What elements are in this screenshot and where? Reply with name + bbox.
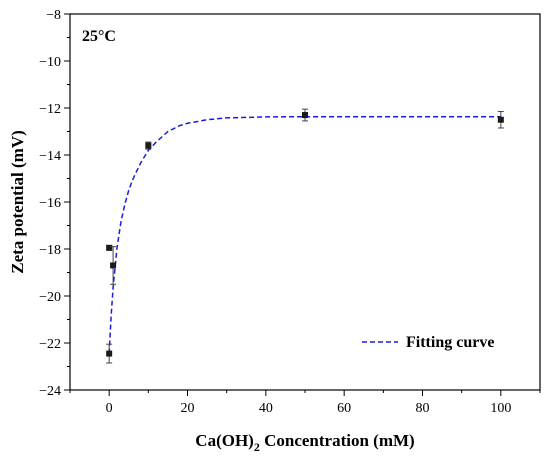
x-axis-ticks: 0 20 40 60 80 100 <box>69 390 541 416</box>
y-axis-title: Zeta potential (mV) <box>8 130 27 274</box>
y-tick-label: −16 <box>39 196 61 211</box>
y-tick-label: −8 <box>46 8 61 23</box>
data-point-marker <box>106 350 113 357</box>
x-tick-label: 40 <box>259 401 273 416</box>
y-tick-label: −18 <box>39 243 61 258</box>
x-axis-title-subscript: 2 <box>254 440 260 454</box>
data-point-marker <box>302 112 308 119</box>
x-tick-label: 100 <box>490 401 511 416</box>
y-tick-label: −20 <box>39 290 61 305</box>
x-tick-label: 0 <box>106 401 113 416</box>
y-tick-label: −14 <box>39 149 61 164</box>
x-tick-label: 80 <box>416 401 430 416</box>
x-tick-label: 20 <box>181 401 195 416</box>
y-tick-label: −24 <box>39 384 61 399</box>
temperature-annotation: 25°C <box>82 28 116 45</box>
data-point-marker <box>497 116 504 123</box>
data-point-marker <box>145 142 152 149</box>
x-axis-title-main: Ca(OH) <box>195 431 254 450</box>
legend: Fitting curve <box>362 334 494 351</box>
data-point-marker <box>110 262 117 269</box>
y-tick-label: −12 <box>39 102 61 117</box>
y-tick-label: −10 <box>39 55 61 70</box>
x-tick-label: 60 <box>337 401 351 416</box>
data-point-marker <box>106 244 113 251</box>
series-layer <box>106 108 504 364</box>
x-axis-title-rest: Concentration (mM) <box>260 431 415 450</box>
x-axis-title: Ca(OH)2 Concentration (mM) <box>195 431 414 454</box>
legend-fitting-curve-label: Fitting curve <box>406 334 494 351</box>
fitting-curve-line <box>108 115 501 354</box>
y-axis-ticks: −24 −22 −20 −18 −16 −14 −12 −10 −8 <box>39 8 70 399</box>
y-tick-label: −22 <box>39 337 61 352</box>
